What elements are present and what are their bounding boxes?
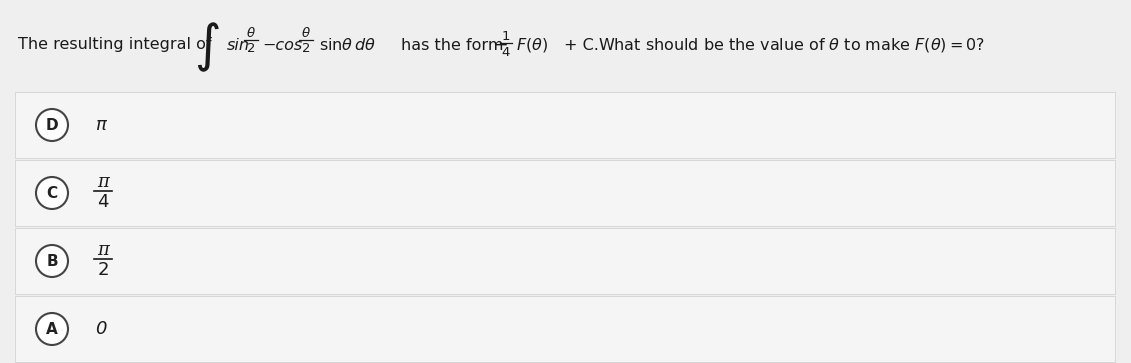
Text: $\theta$: $\theta$ xyxy=(247,26,256,40)
Text: 2: 2 xyxy=(97,261,109,279)
Text: A: A xyxy=(46,322,58,337)
Text: sin: sin xyxy=(227,37,250,53)
Text: $\theta$: $\theta$ xyxy=(301,26,311,40)
Text: What should be the value of $\theta$ to make $F(\theta)=0$?: What should be the value of $\theta$ to … xyxy=(598,36,985,54)
Text: 2: 2 xyxy=(302,42,310,56)
Text: 2: 2 xyxy=(247,42,256,56)
Text: π: π xyxy=(97,173,109,191)
Text: The resulting integral of: The resulting integral of xyxy=(18,37,211,53)
Text: 0: 0 xyxy=(95,320,106,338)
Text: −: − xyxy=(493,36,508,54)
Text: 4: 4 xyxy=(97,193,109,211)
Text: B: B xyxy=(46,253,58,269)
Text: D: D xyxy=(45,118,59,132)
Text: + C.: + C. xyxy=(564,37,599,53)
Circle shape xyxy=(36,177,68,209)
Circle shape xyxy=(36,313,68,345)
Text: C: C xyxy=(46,185,58,200)
FancyBboxPatch shape xyxy=(15,228,1115,294)
Text: π: π xyxy=(97,241,109,259)
Text: $F(\theta)$: $F(\theta)$ xyxy=(516,36,549,54)
Circle shape xyxy=(36,109,68,141)
Circle shape xyxy=(36,245,68,277)
Text: 1: 1 xyxy=(502,29,510,42)
Text: $\sin\!\theta\,d\theta$: $\sin\!\theta\,d\theta$ xyxy=(319,37,375,53)
Text: $\int$: $\int$ xyxy=(195,20,219,74)
Text: has the form: has the form xyxy=(402,37,503,53)
Text: −cos: −cos xyxy=(262,37,302,53)
Text: π: π xyxy=(95,116,106,134)
FancyBboxPatch shape xyxy=(15,92,1115,158)
FancyBboxPatch shape xyxy=(15,296,1115,362)
FancyBboxPatch shape xyxy=(15,160,1115,226)
Text: 4: 4 xyxy=(502,45,510,58)
